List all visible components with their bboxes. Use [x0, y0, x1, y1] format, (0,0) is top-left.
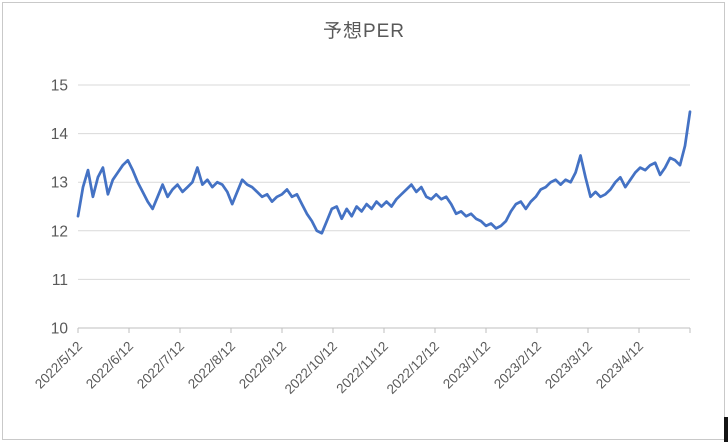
x-axis-label: 2023/3/12 — [542, 339, 595, 392]
x-axis-label: 2022/11/12 — [333, 339, 391, 397]
x-axis-label: 2022/8/12 — [185, 339, 238, 392]
x-axis-label: 2022/5/12 — [32, 339, 85, 392]
chart-title: 予想PER — [322, 21, 406, 42]
scrollbar-fragment — [724, 417, 728, 442]
y-axis-label: 13 — [51, 175, 68, 192]
y-axis-label: 10 — [51, 321, 69, 338]
x-axis-label: 2022/6/12 — [83, 339, 136, 392]
x-axis-label: 2022/12/12 — [384, 339, 442, 397]
per-series-line — [76, 110, 692, 235]
x-axis-label: 2022/7/12 — [134, 339, 187, 392]
y-axis-label: 11 — [52, 272, 68, 289]
x-axis-label: 2022/10/12 — [282, 339, 340, 397]
y-axis-label: 14 — [51, 126, 69, 143]
y-axis-label: 15 — [51, 78, 68, 95]
x-axis-label: 2023/4/12 — [593, 339, 646, 392]
x-axis-label: 2022/9/12 — [236, 339, 289, 392]
x-axis-label: 2023/1/12 — [440, 339, 493, 392]
x-axis-label: 2023/2/12 — [491, 339, 544, 392]
y-axis-label: 12 — [51, 223, 68, 240]
